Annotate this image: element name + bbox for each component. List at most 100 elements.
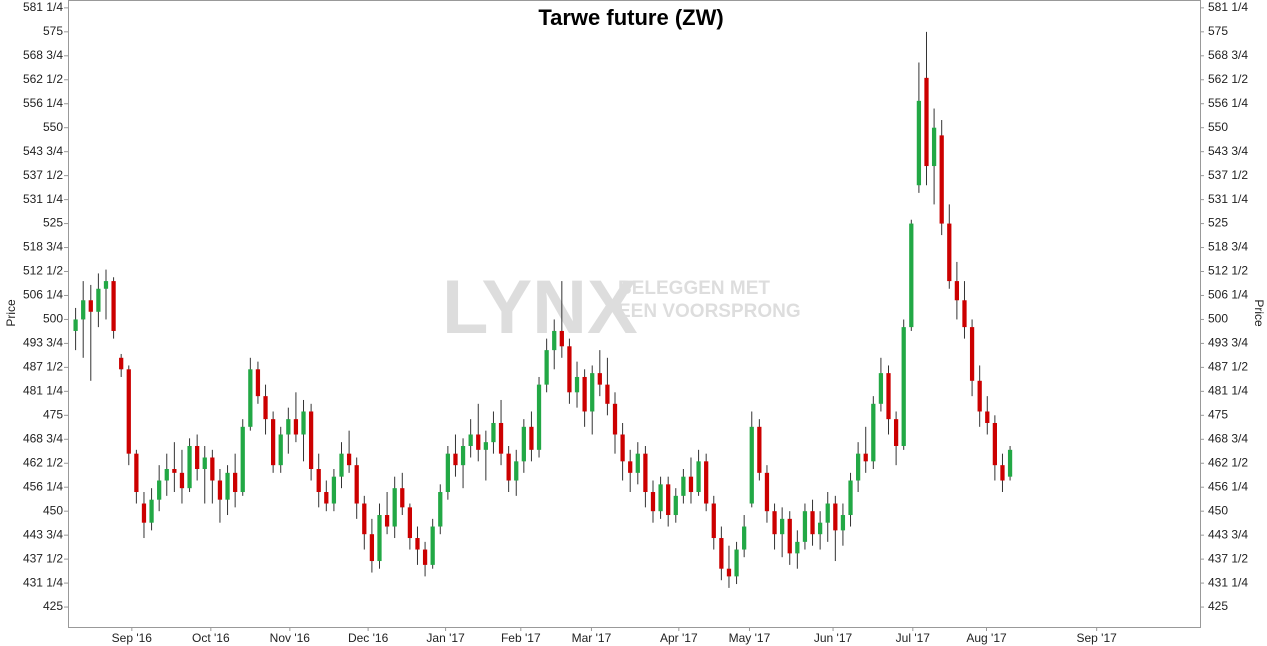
y2-tick-label: 456 1/4 (1208, 479, 1248, 493)
candle-body (407, 507, 413, 539)
y2-tick-label: 543 3/4 (1208, 144, 1248, 158)
y-tick-label: 475 (43, 407, 63, 421)
y2-tick-label: 525 (1208, 216, 1228, 230)
candle-body (931, 127, 937, 167)
candle-body (552, 330, 557, 351)
candle-body (985, 411, 990, 423)
y-tick-label: 550 (43, 120, 63, 134)
y2-tick-label: 537 1/2 (1208, 168, 1248, 182)
candle-body (445, 453, 450, 493)
candle-body (210, 457, 215, 481)
y2-tick-label: 437 1/2 (1208, 551, 1248, 565)
candle-body (711, 503, 716, 539)
x-tick-label: Sep '16 (112, 631, 153, 645)
candle-body (308, 411, 314, 470)
plot-frame (68, 0, 1201, 628)
y2-tick-label: 481 1/4 (1208, 384, 1248, 398)
y-tick-label: 525 (43, 216, 63, 230)
candle-body (164, 469, 169, 481)
candle-body (764, 472, 770, 512)
candle-body (969, 327, 975, 381)
candle-body (149, 499, 154, 523)
candle-body (886, 373, 891, 420)
y2-tick-label: 568 3/4 (1208, 48, 1248, 62)
candle-body (88, 300, 93, 312)
candle-body (871, 403, 876, 462)
watermark: LYNX BELEGGEN MET EEN VOORSPRONG (442, 265, 801, 350)
y2-tick-label: 506 1/4 (1208, 288, 1248, 302)
candle-body (992, 422, 997, 466)
candle-body (666, 484, 671, 516)
candle-body (438, 492, 443, 527)
y2-tick-label: 475 (1208, 407, 1228, 421)
x-tick-label: Jul '17 (896, 631, 931, 645)
candle-body (293, 419, 299, 435)
y-tick-label: 575 (43, 24, 63, 38)
y-tick-label: 462 1/2 (23, 455, 63, 469)
y2-tick-label: 575 (1208, 24, 1228, 38)
candle-body (916, 100, 922, 186)
y-tick-label: 518 3/4 (23, 240, 63, 254)
candle-body (544, 350, 549, 385)
candle-body (187, 445, 192, 489)
candle-body (909, 223, 914, 328)
x-tick-label: Apr '17 (660, 631, 698, 645)
candle-body (141, 503, 147, 523)
candle-body (529, 426, 534, 450)
candle-body (574, 376, 580, 393)
y-tick-label: 543 3/4 (23, 144, 63, 158)
candle-body (483, 442, 488, 450)
y2-axis-label: Price (1252, 299, 1266, 327)
candle-body (833, 503, 838, 531)
candle-body (354, 465, 359, 504)
candle-body (962, 300, 967, 328)
candle-body (612, 403, 618, 435)
candle-body (119, 357, 124, 370)
y2-tick-label: 550 (1208, 120, 1228, 134)
candle-body (514, 461, 519, 481)
candle-body (1000, 465, 1005, 481)
candle-body (795, 541, 800, 554)
candle-body (278, 434, 283, 466)
y-tick-label: 506 1/4 (23, 288, 63, 302)
candle-body (559, 330, 564, 347)
candle-body (825, 503, 830, 523)
x-tick-label: Aug '17 (966, 631, 1007, 645)
candle-body (818, 522, 823, 535)
candle-body (263, 396, 268, 420)
candle-body (179, 472, 185, 489)
candle-body (757, 426, 762, 473)
candle-body (362, 503, 367, 535)
candle-body (939, 135, 944, 224)
y-tick-label: 425 (43, 599, 63, 613)
candle-body (73, 319, 78, 331)
x-tick-label: Oct '16 (192, 631, 230, 645)
y-tick-label: 468 3/4 (23, 431, 63, 445)
candle-body (954, 281, 960, 301)
candle-body (681, 476, 686, 496)
y2-tick-label: 450 (1208, 503, 1228, 517)
y2-tick-label: 581 1/4 (1208, 0, 1248, 14)
watermark-tagline: EEN VOORSPRONG (618, 301, 801, 322)
candle-body (536, 384, 542, 450)
candle-body (453, 453, 458, 466)
candle-body (377, 515, 382, 562)
y2-tick-label: 562 1/2 (1208, 72, 1248, 86)
candle-body (248, 369, 253, 427)
y-tick-label: 537 1/2 (23, 168, 63, 182)
y-tick-label: 487 1/2 (23, 360, 63, 374)
y-axis-label: Price (4, 299, 18, 327)
y2-tick-label: 512 1/2 (1208, 264, 1248, 278)
candle-body (704, 461, 709, 504)
candle-body (628, 461, 633, 473)
candle-body (590, 373, 595, 412)
candle-body (726, 568, 732, 577)
candle-body (491, 422, 496, 443)
watermark-logo: LYNX (442, 265, 638, 350)
x-tick-label: Nov '16 (270, 631, 311, 645)
y2-tick-label: 500 (1208, 312, 1228, 326)
candle-body (96, 288, 101, 312)
candle-body (582, 376, 587, 412)
candle-body (772, 511, 777, 535)
